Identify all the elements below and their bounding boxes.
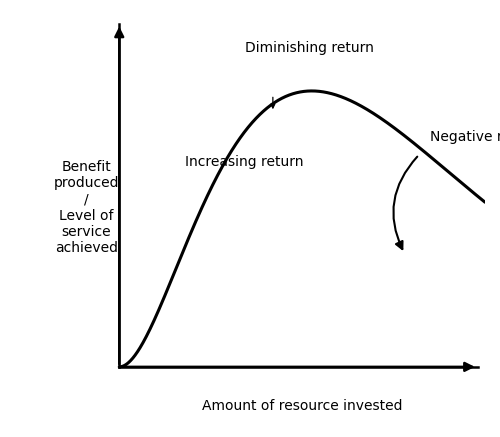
Text: Diminishing return: Diminishing return <box>245 42 374 55</box>
Text: Benefit
produced
/
Level of
service
achieved: Benefit produced / Level of service achi… <box>54 160 119 255</box>
Text: Increasing return: Increasing return <box>185 155 304 169</box>
Text: Negative return: Negative return <box>430 130 500 144</box>
Text: Amount of resource invested: Amount of resource invested <box>202 399 402 413</box>
